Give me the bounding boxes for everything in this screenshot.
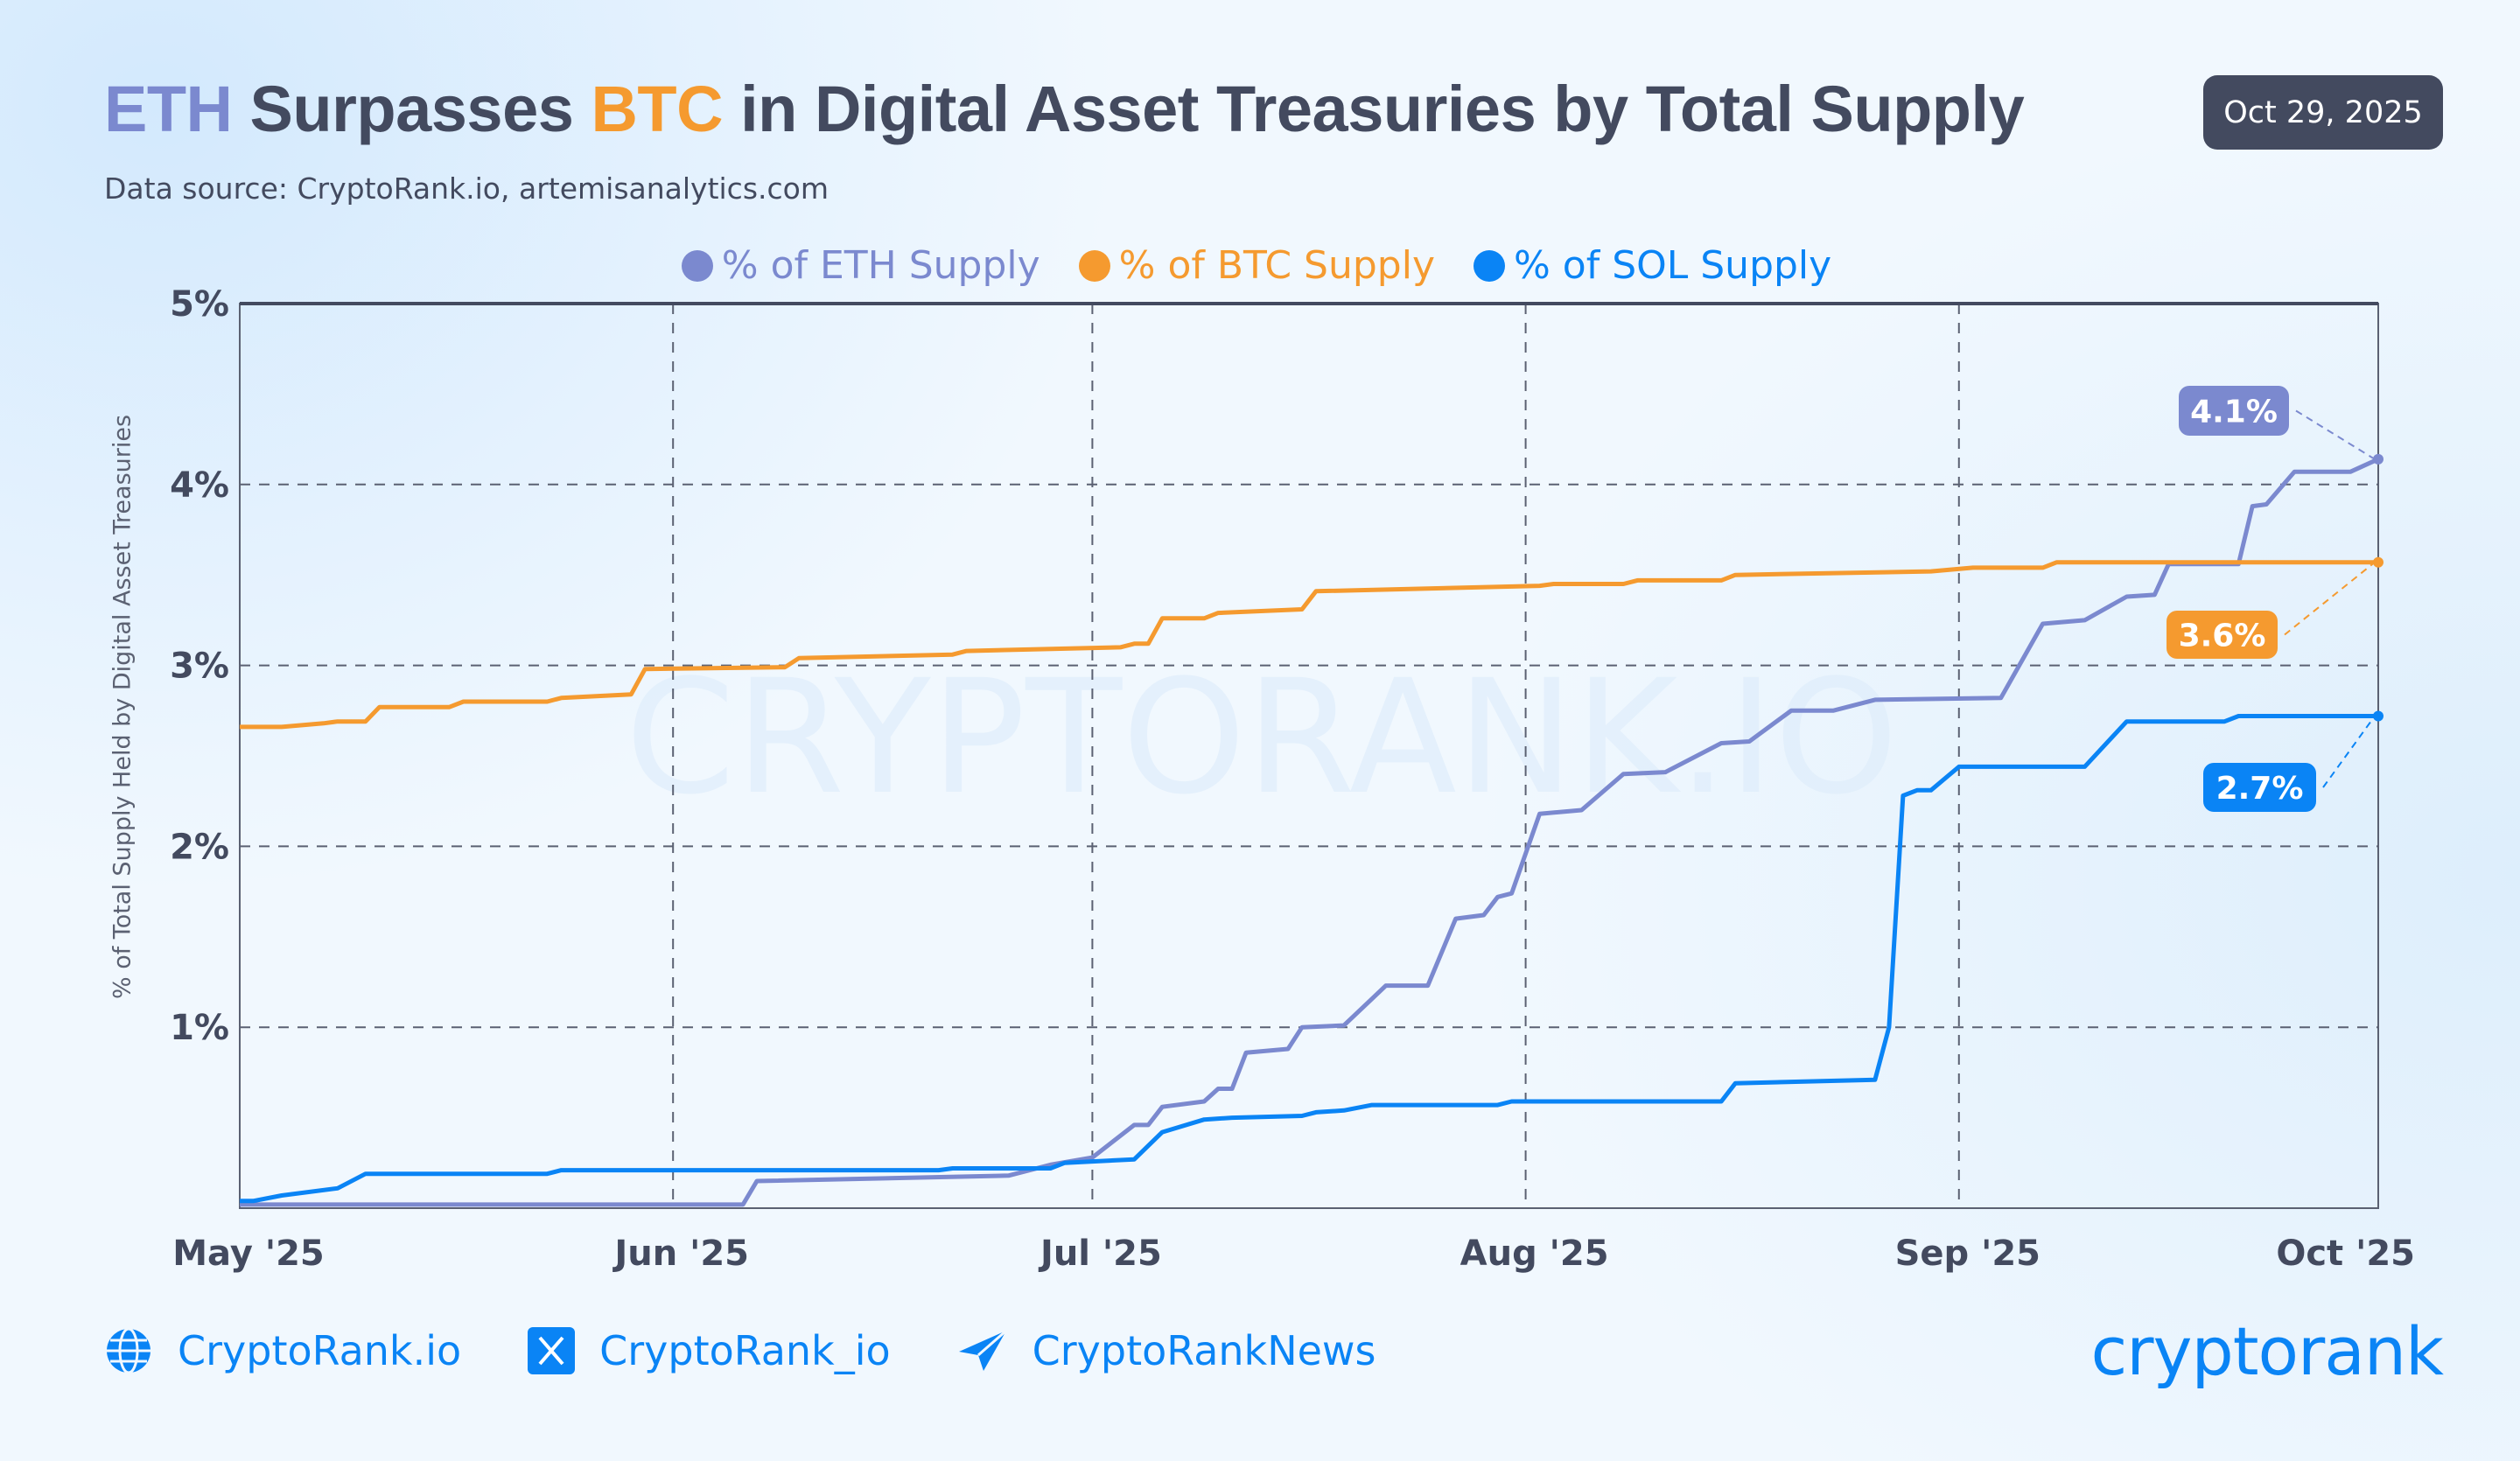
y-tick-label: 1% [170, 1008, 229, 1048]
title-part: Surpasses [232, 73, 592, 145]
legend-label: % of ETH Supply [721, 243, 1040, 288]
footer-x-link[interactable]: CryptoRank_io [528, 1327, 891, 1374]
telegram-icon [958, 1329, 1007, 1371]
series-group [240, 453, 2384, 1207]
footer-website-link[interactable]: CryptoRank.io [104, 1326, 461, 1375]
y-tick-label: 4% [170, 465, 229, 506]
end-label-box [2166, 611, 2278, 659]
telegram-label: CryptoRankNews [1032, 1327, 1376, 1374]
end-point-marker [2373, 453, 2384, 465]
series-line-btc [240, 560, 2378, 730]
series-line-eth [240, 457, 2380, 1207]
end-label: 4.1% [2190, 395, 2278, 430]
footer: CryptoRank.io CryptoRank_io CryptoRankNe… [104, 1326, 1443, 1375]
website-label: CryptoRank.io [178, 1327, 462, 1374]
end-point-marker [2373, 710, 2384, 722]
title-part: in Digital Asset Treasuries by Total Sup… [723, 73, 2025, 145]
legend-item-btc[interactable]: % of BTC Supply [1078, 243, 1435, 288]
end-label: 2.7% [2216, 771, 2304, 807]
legend-dot-icon [1474, 249, 1505, 282]
legend-dot-icon [681, 249, 713, 282]
watermark: CRYPTORANK.IO [626, 647, 1899, 829]
end-label-box [2203, 763, 2316, 812]
x-tick-label: Oct '25 [2276, 1234, 2415, 1274]
cryptorank-logo: cryptorank [2090, 1312, 2444, 1390]
title-btc: BTC [591, 73, 724, 145]
leader-line [2284, 561, 2376, 636]
legend-dot-icon [1078, 249, 1110, 282]
legend-item-eth[interactable]: % of ETH Supply [681, 243, 1040, 288]
x-tick-label: Jun '25 [612, 1234, 749, 1274]
globe-icon [107, 1327, 150, 1374]
page-title: ETH Surpasses BTC in Digital Asset Treas… [104, 72, 2025, 146]
end-label: 3.6% [2179, 619, 2266, 654]
end-labels: 4.1% 3.6% 2.7% [2166, 386, 2376, 812]
x-tick-label: Sep '25 [1895, 1234, 2040, 1274]
x-tick-label: Aug '25 [1460, 1234, 1609, 1274]
footer-telegram-link[interactable]: CryptoRankNews [957, 1327, 1376, 1374]
x-label: CryptoRank_io [599, 1327, 891, 1374]
data-source: Data source: CryptoRank.io, artemisanaly… [104, 171, 829, 206]
title-eth: ETH [104, 73, 233, 145]
end-label-box [2179, 386, 2289, 436]
x-tick-label: May '25 [172, 1234, 324, 1274]
x-logo-icon [528, 1327, 576, 1374]
leader-line [2322, 715, 2376, 788]
axes: 1% 2% 3% 4% 5% May '25 Jun '25 Jul '25 Aug '25 Se… [170, 284, 2415, 1274]
legend-label: % of BTC Supply [1118, 243, 1435, 288]
end-point-marker [2373, 556, 2384, 568]
y-tick-label: 2% [170, 827, 229, 867]
legend-item-sol[interactable]: % of SOL Supply [1474, 243, 1831, 288]
series-line-sol [240, 714, 2378, 1204]
y-tick-label: 5% [170, 284, 229, 325]
legend: % of ETH Supply % of BTC Supply % of SOL… [0, 243, 2520, 288]
y-tick-label: 3% [170, 647, 229, 687]
legend-label: % of SOL Supply [1514, 243, 1832, 288]
date-badge: Oct 29, 2025 [2203, 75, 2443, 150]
x-tick-label: Jul '25 [1038, 1234, 1162, 1274]
leader-line [2295, 409, 2376, 460]
